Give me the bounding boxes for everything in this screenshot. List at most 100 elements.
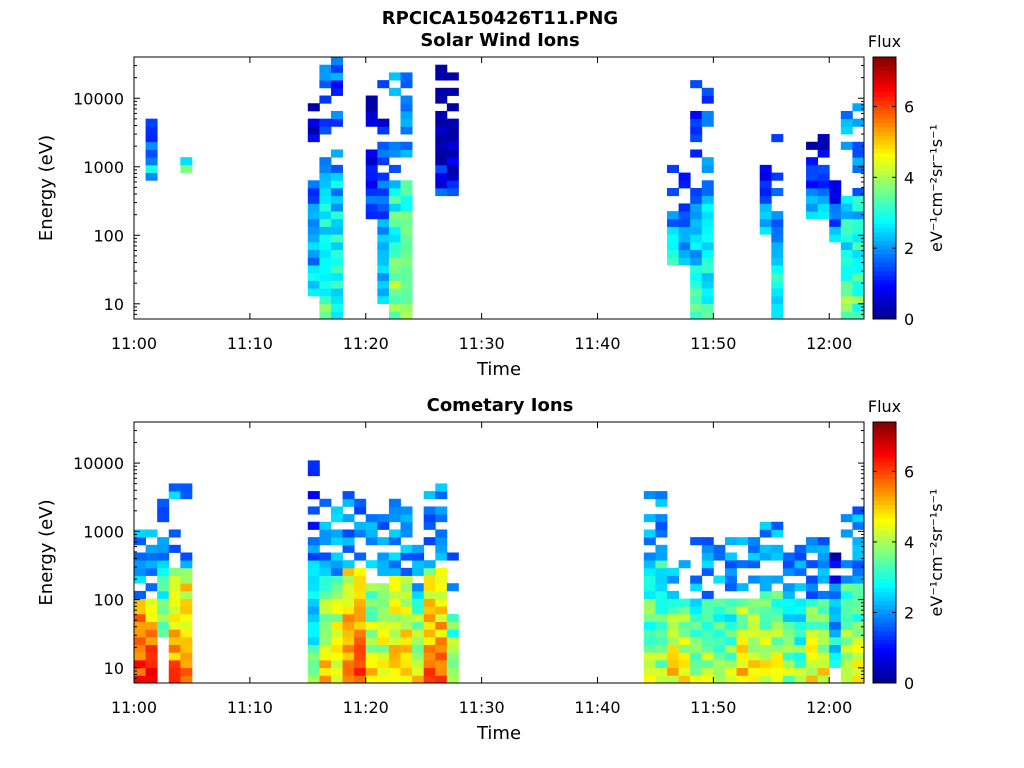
flux-cell xyxy=(400,544,413,553)
flux-cell xyxy=(782,652,795,661)
flux-cell xyxy=(701,675,714,684)
flux-cell xyxy=(701,164,714,173)
flux-cell xyxy=(388,280,401,289)
flux-cell xyxy=(759,613,772,622)
flux-cell xyxy=(354,659,367,669)
flux-cell xyxy=(840,636,853,646)
flux-cell xyxy=(840,272,853,281)
flux-cell xyxy=(852,149,865,158)
flux-cell xyxy=(678,659,691,669)
flux-cell xyxy=(817,629,830,638)
flux-cell xyxy=(829,203,842,212)
flux-cell xyxy=(806,590,819,599)
flux-cell xyxy=(307,621,320,630)
flux-cell xyxy=(771,234,784,243)
flux-cell xyxy=(145,621,158,630)
flux-cell xyxy=(701,249,714,258)
flux-cell xyxy=(806,211,819,220)
flux-cell xyxy=(840,644,853,653)
flux-cell xyxy=(168,567,181,576)
flux-cell xyxy=(319,303,332,312)
flux-cell xyxy=(168,621,181,630)
colorbar-segment xyxy=(873,266,896,272)
flux-cell xyxy=(168,606,181,615)
flux-cell xyxy=(643,652,656,661)
flux-cell xyxy=(307,613,320,622)
flux-cell xyxy=(354,675,367,684)
flux-cell xyxy=(354,567,367,576)
flux-cell xyxy=(736,560,749,569)
flux-cell xyxy=(759,606,772,615)
flux-cell xyxy=(134,537,146,546)
flux-cell xyxy=(168,644,181,653)
flux-cell xyxy=(377,659,390,669)
flux-cell xyxy=(342,659,355,669)
flux-cell xyxy=(134,675,146,684)
flux-cell xyxy=(400,529,413,538)
flux-cell xyxy=(724,667,737,676)
flux-cell xyxy=(701,303,714,312)
colorbar-segment xyxy=(873,569,896,575)
y-tick-label: 1000 xyxy=(83,522,124,541)
flux-cell xyxy=(180,560,193,569)
flux-cell xyxy=(377,583,390,592)
flux-cell xyxy=(388,498,401,507)
flux-cell xyxy=(377,644,390,653)
colorbar-segment xyxy=(873,166,896,172)
flux-cell xyxy=(667,241,680,251)
flux-cell xyxy=(817,567,830,576)
flux-cell xyxy=(365,606,378,615)
flux-cell xyxy=(690,629,703,638)
flux-cell xyxy=(388,514,401,523)
colorbar-segment xyxy=(873,609,896,614)
flux-cell xyxy=(377,629,390,638)
flux-cell xyxy=(377,226,390,235)
flux-cell xyxy=(794,644,807,653)
flux-cell xyxy=(400,110,413,120)
flux-cell xyxy=(643,636,656,646)
flux-cell xyxy=(655,521,668,530)
flux-cell xyxy=(400,241,413,251)
flux-cell xyxy=(145,552,158,561)
flux-cell xyxy=(667,567,680,576)
flux-cell xyxy=(377,80,390,89)
flux-cell xyxy=(840,249,853,258)
colorbar-segment xyxy=(873,257,896,263)
flux-cell xyxy=(678,598,691,607)
flux-cell xyxy=(319,521,332,530)
flux-cell xyxy=(330,257,343,266)
flux-cell xyxy=(342,514,355,523)
flux-cell xyxy=(134,567,146,576)
flux-cell xyxy=(690,234,703,243)
flux-cell xyxy=(806,544,819,553)
colorbar-segment xyxy=(873,448,896,453)
flux-cell xyxy=(388,164,401,173)
colorbar-segment xyxy=(873,74,896,80)
flux-cell xyxy=(145,529,158,538)
flux-cell xyxy=(736,629,749,638)
colorbar: 0 2 4 6 Flux eV⁻¹cm⁻²sr⁻¹s⁻¹ xyxy=(868,32,946,329)
flux-cell xyxy=(157,583,170,592)
flux-cell xyxy=(701,621,714,630)
flux-cell xyxy=(435,126,448,135)
y-axis-label: Energy (eV) xyxy=(36,135,57,241)
flux-cell xyxy=(829,598,842,607)
colorbar-segment xyxy=(873,179,896,185)
flux-cell xyxy=(446,188,459,197)
colorbar-segment xyxy=(873,126,896,132)
flux-cell xyxy=(354,652,367,661)
flux-cell xyxy=(840,598,853,607)
colorbar-segment xyxy=(873,262,896,268)
colorbar-segment xyxy=(873,78,896,84)
flux-region xyxy=(423,483,448,684)
colorbar-segment xyxy=(873,91,896,97)
flux-cell xyxy=(655,544,668,553)
flux-cell xyxy=(771,644,784,653)
flux-cell xyxy=(134,529,146,538)
flux-cell xyxy=(354,529,367,538)
colorbar-segment xyxy=(873,469,896,475)
flux-cell xyxy=(446,675,459,684)
colorbar-segment xyxy=(873,144,896,150)
x-tick-label: 12:00 xyxy=(806,334,852,353)
flux-cell xyxy=(852,544,865,553)
